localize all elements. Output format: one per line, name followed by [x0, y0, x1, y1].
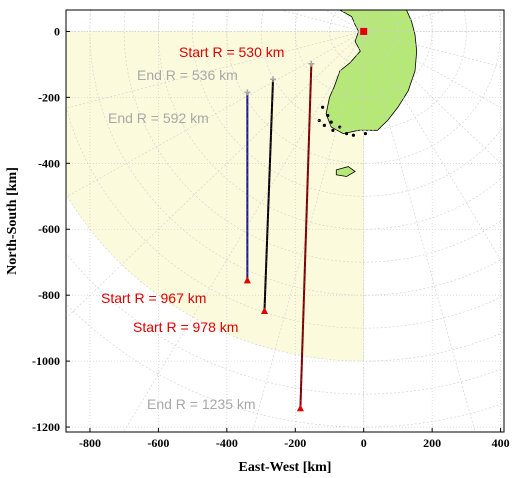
island — [326, 113, 330, 118]
annotation-start-978: Start R = 978 km — [133, 319, 238, 335]
y-axis-label: North-South [km] — [5, 167, 20, 275]
grid-lines — [66, 10, 504, 432]
x-tick-label: -600 — [147, 436, 169, 450]
track-points-3 — [300, 63, 312, 409]
x-tick-label: 400 — [492, 436, 510, 450]
radial-line — [363, 31, 504, 267]
track-end-marker-3 — [308, 60, 315, 67]
land-masses — [317, 10, 418, 177]
radar-site-marker — [360, 27, 368, 35]
annotation-end-1235: End R = 1235 km — [147, 396, 256, 412]
annotation-end-536: End R = 536 km — [137, 67, 238, 83]
x-tick-label: 0 — [361, 436, 367, 450]
y-tick-label: -200 — [38, 90, 60, 104]
korean-peninsula — [325, 10, 418, 135]
x-tick-label: -800 — [79, 436, 101, 450]
x-tick-label: -200 — [284, 436, 306, 450]
y-tick-label: 0 — [54, 24, 60, 38]
island — [331, 128, 335, 132]
radial-line — [357, 10, 364, 32]
track-end-marker-2 — [270, 76, 277, 83]
x-axis-label: East-West [km] — [239, 460, 332, 475]
track-series — [243, 60, 315, 412]
island — [351, 133, 356, 137]
y-tick-label: -800 — [38, 288, 60, 302]
radial-line — [251, 31, 364, 432]
axis-ticks: -800 -600 -400 -200 0 200 400 0 -200 -400 -600 -800… — [32, 24, 510, 450]
island — [322, 123, 326, 127]
annotation-start-967: Start R = 967 km — [101, 290, 206, 306]
track-start-marker-3 — [296, 404, 304, 412]
jeju-island — [335, 166, 356, 177]
annotations: Start R = 530 km End R = 536 km End R = … — [101, 44, 284, 412]
track-line-2 — [263, 79, 275, 312]
coverage-sector — [66, 31, 364, 362]
track-start-marker-1 — [243, 276, 251, 284]
radial-line — [66, 31, 364, 198]
annotation-start-530: Start R = 530 km — [179, 44, 284, 60]
plot-frame — [65, 9, 505, 433]
y-tick-label: -600 — [38, 222, 60, 236]
y-tick-label: -1000 — [32, 354, 60, 368]
track-end-marker-1 — [244, 89, 251, 96]
island — [363, 132, 368, 136]
x-tick-label: 200 — [423, 436, 441, 450]
island — [321, 105, 325, 109]
radial-line — [123, 31, 364, 432]
track-start-marker-2 — [260, 307, 268, 315]
x-tick-label: -400 — [216, 436, 238, 450]
annotation-end-592: End R = 592 km — [108, 110, 209, 126]
y-tick-label: -400 — [38, 156, 60, 170]
radial-line — [350, 10, 364, 32]
island — [344, 132, 349, 136]
coverage-sector-shape — [66, 31, 364, 362]
island — [329, 120, 333, 124]
y-tick-label: -1200 — [32, 420, 60, 434]
radial-line — [341, 10, 364, 32]
radial-line — [363, 31, 476, 432]
